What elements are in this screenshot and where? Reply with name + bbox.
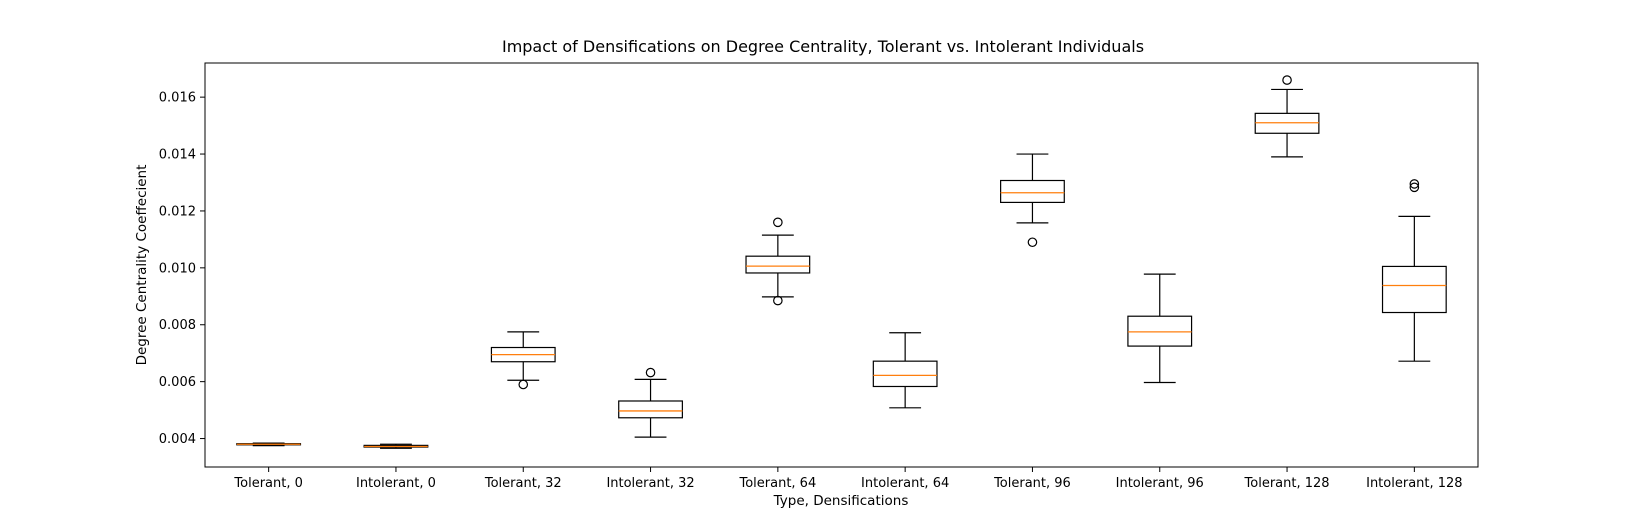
y-tick-label: 0.014 [159, 148, 196, 163]
iqr-box [618, 400, 683, 419]
x-tick-label: Intolerant, 96 [1116, 476, 1204, 491]
x-tick-label: Tolerant, 128 [1244, 476, 1330, 491]
y-tick-label: 0.010 [159, 261, 196, 276]
x-tick-label: Intolerant, 32 [606, 476, 694, 491]
x-tick-label: Tolerant, 0 [233, 476, 302, 491]
y-tick-label: 0.016 [159, 91, 196, 106]
plot-area-frame [204, 62, 1479, 468]
y-tick-label: 0.006 [159, 375, 196, 390]
iqr-box [745, 255, 811, 274]
y-tick-label: 0.004 [159, 432, 196, 447]
iqr-box [1000, 179, 1065, 204]
y-axis-label: Degree Centrality Coeffecient [134, 165, 150, 366]
x-tick-label: Intolerant, 64 [861, 476, 949, 491]
x-tick-label: Tolerant, 32 [484, 476, 562, 491]
outlier-point [1409, 179, 1420, 189]
outlier-point [773, 295, 783, 306]
iqr-box [1127, 315, 1193, 347]
iqr-box [872, 360, 938, 388]
x-axis-label: Type, Densifications [773, 493, 909, 509]
outlier-point [645, 367, 656, 378]
outlier-point [773, 217, 783, 228]
outlier-point [518, 379, 529, 390]
outlier-point [1027, 237, 1038, 248]
outlier-point [1409, 182, 1420, 193]
plot-layer: 0.004 0.006 0.008 0.010 0.012 0.014 0.016 Toler… [159, 75, 1463, 491]
chart-title: Impact of Densifications on Degree Centr… [502, 37, 1144, 56]
x-tick-label: Tolerant, 96 [993, 476, 1071, 491]
y-tick-label: 0.012 [159, 204, 196, 219]
x-tick-label: Tolerant, 64 [738, 476, 816, 491]
x-tick-label: Intolerant, 0 [356, 476, 436, 491]
outlier-point [1282, 75, 1292, 85]
x-tick-label: Intolerant, 128 [1366, 476, 1462, 491]
y-tick-label: 0.008 [159, 318, 196, 333]
iqr-box [1381, 265, 1447, 314]
